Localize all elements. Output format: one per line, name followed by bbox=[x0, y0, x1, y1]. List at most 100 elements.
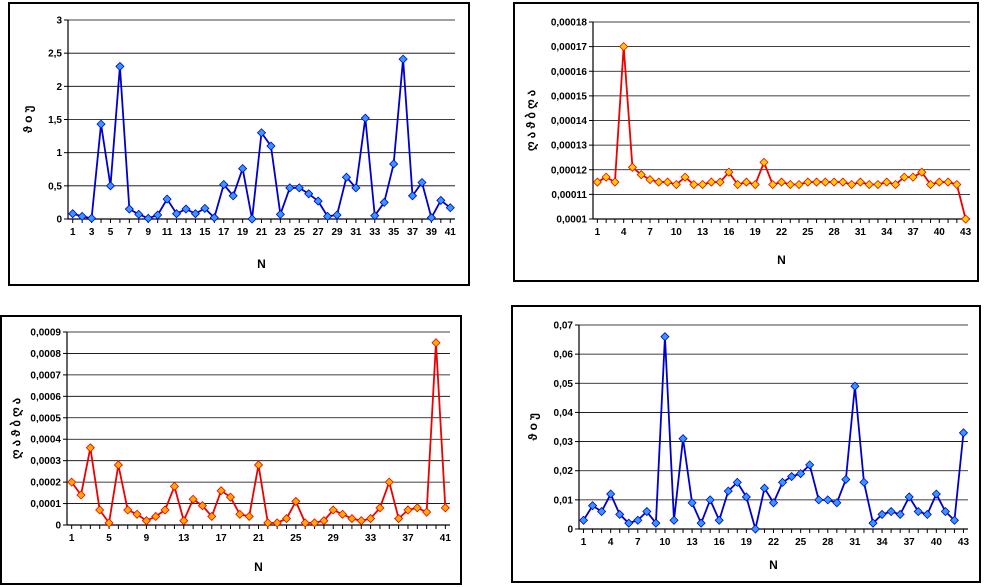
x-tick-label: 29 bbox=[331, 227, 343, 238]
x-tick-label: 19 bbox=[750, 227, 762, 238]
data-point bbox=[347, 514, 357, 524]
x-tick-label: 7 bbox=[647, 227, 653, 238]
data-point bbox=[627, 162, 638, 172]
data-point bbox=[841, 474, 851, 485]
data-point bbox=[917, 167, 927, 177]
x-tick-label: 10 bbox=[671, 227, 683, 238]
data-point bbox=[850, 381, 860, 391]
data-point bbox=[714, 515, 724, 525]
data-point bbox=[151, 511, 161, 521]
y-tick-label: 0,5 bbox=[48, 181, 62, 192]
data-point bbox=[219, 179, 229, 190]
data-point bbox=[785, 179, 795, 190]
data-point bbox=[313, 196, 323, 206]
x-tick-label: 10 bbox=[659, 537, 671, 548]
chart-panel-top-right: 0,0001 0,00011 0,00012 0,00013 0,00014 0,0001… bbox=[513, 2, 979, 282]
data-point bbox=[859, 477, 869, 487]
data-point bbox=[398, 54, 408, 64]
y-tick-label: 0,00017 bbox=[551, 42, 588, 53]
chart-svg-3: 0 0,0001 0,0002 0,0003 0,0004 0,0005 0,0006 0,0… bbox=[9, 328, 451, 575]
data-point bbox=[660, 332, 670, 342]
x-tick-label: 40 bbox=[931, 537, 943, 548]
data-point bbox=[113, 460, 123, 470]
data-point bbox=[750, 179, 760, 190]
chart-svg-1: 00,511,522,531 3 5 7 9 11 13 15 17 19 21 23 25 27 29 31… bbox=[21, 16, 456, 272]
data-point bbox=[244, 511, 254, 521]
data-point bbox=[732, 477, 742, 487]
x-tick-label: 39 bbox=[426, 227, 438, 238]
data-point bbox=[190, 209, 200, 219]
x-tick-label: 25 bbox=[290, 533, 302, 544]
x-tick-label: 17 bbox=[218, 227, 230, 238]
data-point bbox=[669, 515, 679, 525]
data-point bbox=[803, 177, 813, 187]
data-point bbox=[338, 509, 348, 519]
data-point bbox=[662, 177, 673, 187]
x-tick-label: 3 bbox=[89, 227, 95, 238]
data-point bbox=[134, 209, 144, 219]
x-tick-label: 37 bbox=[907, 227, 919, 238]
data-point bbox=[899, 172, 909, 182]
y-tick-label: 1,5 bbox=[48, 115, 62, 126]
data-point bbox=[597, 506, 607, 517]
data-point bbox=[796, 469, 806, 479]
x-tick-label: 1 bbox=[581, 537, 587, 548]
data-point bbox=[412, 503, 422, 513]
data-point bbox=[272, 518, 282, 528]
x-tick-label: 1 bbox=[595, 227, 601, 238]
data-point bbox=[949, 515, 959, 525]
x-tick-label: 7 bbox=[127, 227, 133, 238]
x-tick-label: 13 bbox=[178, 533, 190, 544]
data-point bbox=[794, 179, 804, 190]
data-point bbox=[300, 518, 310, 528]
y-tick-label: 0,0003 bbox=[30, 456, 61, 467]
y-tick-label: 0,00018 bbox=[551, 18, 588, 29]
x-tick-label: 37 bbox=[407, 227, 419, 238]
data-point bbox=[253, 460, 264, 470]
data-point bbox=[633, 515, 643, 525]
data-point bbox=[123, 505, 133, 515]
data-point bbox=[812, 177, 822, 187]
x-tick-label: 23 bbox=[275, 227, 287, 238]
data-point bbox=[143, 213, 153, 223]
data-point bbox=[724, 167, 734, 177]
x-tick-label: 37 bbox=[402, 533, 414, 544]
data-point bbox=[266, 141, 276, 151]
x-tick-label: 19 bbox=[741, 537, 753, 548]
x-tick-label: 15 bbox=[199, 227, 211, 238]
y-tick-label: 0,04 bbox=[554, 408, 574, 419]
data-point bbox=[304, 189, 314, 199]
data-point bbox=[263, 518, 273, 528]
x-tick-label: 28 bbox=[829, 227, 841, 238]
x-tick-label: 1 bbox=[70, 227, 76, 238]
x-tick-label: 40 bbox=[934, 227, 946, 238]
series-line bbox=[70, 341, 447, 524]
x-tick-label: 29 bbox=[328, 533, 340, 544]
data-point bbox=[601, 172, 611, 182]
y-tick-label: 0,01 bbox=[554, 495, 574, 506]
x-tick-label: 43 bbox=[960, 227, 972, 238]
data-point bbox=[417, 177, 427, 188]
series-line bbox=[596, 45, 967, 220]
data-point bbox=[877, 509, 887, 519]
data-point bbox=[847, 179, 857, 190]
data-point bbox=[445, 203, 455, 213]
data-point bbox=[440, 503, 450, 513]
chart-svg-4: 0 0,01 0,02 0,03 0,04 0,05 0,06 0,07 1 4 7 10 13 16 19… bbox=[526, 321, 969, 573]
x-tick-label: 22 bbox=[768, 537, 780, 548]
data-point bbox=[179, 516, 189, 526]
data-point bbox=[351, 183, 361, 193]
data-point bbox=[805, 460, 815, 470]
data-point bbox=[925, 179, 936, 190]
chart-panel-bottom-left: 0 0,0001 0,0002 0,0003 0,0004 0,0005 0,0006 0,0… bbox=[0, 315, 462, 585]
data-point bbox=[216, 486, 226, 496]
data-point bbox=[654, 177, 664, 187]
data-point bbox=[132, 509, 142, 519]
x-axis-title: N bbox=[769, 558, 778, 572]
x-tick-label: 27 bbox=[313, 227, 325, 238]
data-point bbox=[341, 172, 352, 182]
y-tick-label: 0,07 bbox=[554, 321, 574, 332]
x-tick-label: 25 bbox=[795, 537, 807, 548]
x-tick-label: 16 bbox=[723, 227, 735, 238]
data-point bbox=[588, 501, 598, 511]
